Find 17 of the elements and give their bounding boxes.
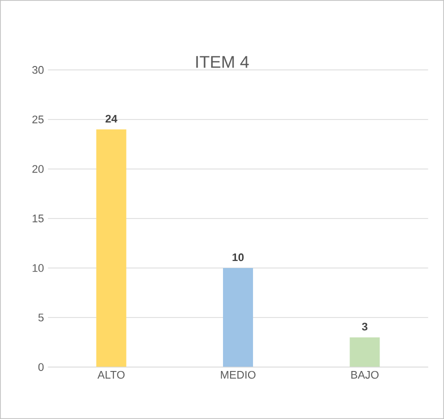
y-tick-label: 30 — [32, 66, 44, 74]
x-tick-label: MEDIO — [220, 370, 256, 379]
y-tick-label: 15 — [32, 214, 44, 222]
data-label: 24 — [106, 114, 118, 122]
y-tick-label: 25 — [32, 116, 44, 124]
bar — [96, 129, 126, 368]
x-tick-label: BAJO — [351, 370, 379, 379]
y-tick-label: 20 — [32, 165, 44, 173]
y-tick-label: 5 — [38, 314, 44, 322]
data-label: 10 — [232, 253, 244, 262]
bar — [350, 337, 380, 368]
chart-title: ITEM 4 — [196, 56, 249, 68]
bar — [223, 268, 254, 368]
y-tick-label: 10 — [32, 264, 44, 272]
data-label: 3 — [362, 322, 368, 331]
x-tick-label: ALTO — [97, 370, 125, 379]
y-tick-label: 0 — [38, 363, 44, 371]
